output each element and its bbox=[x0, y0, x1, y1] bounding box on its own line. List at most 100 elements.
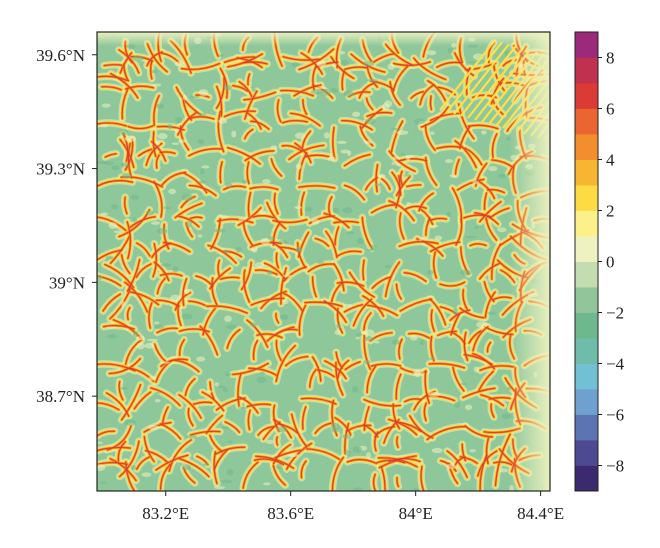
ridge-segment bbox=[129, 291, 160, 306]
field-speck bbox=[391, 162, 396, 165]
ridge-segment bbox=[300, 52, 323, 75]
field-speck bbox=[447, 47, 454, 54]
ridge-segment bbox=[97, 216, 127, 231]
field-speck bbox=[413, 370, 421, 378]
field-speck bbox=[113, 230, 122, 234]
ridge-segment bbox=[398, 158, 428, 162]
ridge-segment bbox=[256, 333, 283, 339]
ridge-segment bbox=[155, 359, 174, 383]
field-speck bbox=[268, 236, 275, 241]
ridge-segment bbox=[242, 221, 255, 248]
field-speck bbox=[294, 205, 302, 209]
ridge-segment bbox=[395, 373, 402, 400]
ridge-segment bbox=[281, 144, 303, 152]
ridge-segment bbox=[173, 359, 200, 373]
ridge-segment bbox=[217, 110, 225, 153]
field-speck bbox=[374, 341, 380, 344]
field-speck bbox=[97, 275, 103, 280]
ridge-segment bbox=[97, 461, 128, 466]
field-speck bbox=[357, 237, 364, 245]
field-speck bbox=[339, 50, 346, 55]
field-speck bbox=[256, 376, 267, 384]
colorbar-tick-label: −4 bbox=[606, 355, 625, 374]
field-speck bbox=[175, 116, 183, 124]
ridge-segment bbox=[372, 53, 395, 63]
field-speck bbox=[384, 100, 393, 108]
ridge-segment bbox=[363, 398, 401, 407]
field-speck bbox=[464, 404, 473, 411]
ridge-segment bbox=[280, 89, 314, 97]
ridge-segment bbox=[124, 196, 128, 215]
field-speck bbox=[391, 339, 400, 345]
ridge-segment bbox=[209, 434, 223, 453]
ridge-segment bbox=[383, 419, 400, 444]
ridge-segment bbox=[151, 242, 172, 259]
field-speck bbox=[224, 372, 232, 377]
field-speck bbox=[124, 419, 136, 426]
ridge-segment bbox=[300, 460, 307, 479]
field-speck bbox=[222, 250, 230, 254]
field-speck bbox=[266, 439, 274, 445]
field-speck bbox=[275, 463, 283, 469]
field-speck bbox=[206, 390, 214, 393]
field-speck bbox=[316, 60, 327, 67]
field-speck bbox=[130, 194, 140, 200]
ridge-segment bbox=[152, 243, 157, 278]
ridge-segment bbox=[104, 263, 135, 289]
ridge-segment bbox=[182, 278, 188, 306]
field-speck bbox=[363, 336, 376, 342]
ridge-segment bbox=[236, 57, 263, 69]
ridge-segment bbox=[252, 339, 259, 360]
ridge-segment bbox=[246, 112, 262, 130]
field-speck bbox=[184, 288, 190, 295]
field-speck bbox=[174, 128, 180, 133]
ridge-segment bbox=[429, 298, 447, 326]
ridge-segment bbox=[467, 124, 499, 130]
ridge-segment bbox=[465, 67, 471, 96]
field-speck bbox=[218, 385, 226, 389]
ridge-segment bbox=[463, 214, 492, 219]
field-speck bbox=[224, 315, 232, 322]
ridge-segment bbox=[216, 85, 223, 117]
colorbar-bin bbox=[575, 440, 598, 466]
ridge-segment bbox=[97, 402, 120, 411]
field-speck bbox=[213, 228, 226, 233]
ridge-segment bbox=[419, 84, 435, 106]
ridge-segment bbox=[381, 178, 391, 190]
ridge-segment bbox=[159, 463, 172, 490]
ridge-segment bbox=[389, 81, 401, 106]
ridge-segment bbox=[126, 221, 132, 260]
ridge-segment bbox=[97, 430, 116, 437]
field-speck bbox=[459, 269, 472, 276]
field-speck bbox=[286, 453, 299, 458]
ridge-segment bbox=[121, 89, 129, 120]
ridge-segment bbox=[156, 277, 166, 295]
ridge-segment bbox=[135, 263, 152, 278]
field-speck bbox=[347, 150, 352, 156]
field-speck bbox=[336, 140, 347, 144]
field-speck bbox=[171, 142, 180, 145]
ridge-segment bbox=[124, 281, 148, 313]
ridge-segment bbox=[219, 276, 240, 280]
field-speck bbox=[155, 139, 161, 146]
ridge-segment bbox=[361, 216, 373, 250]
colorbar-tick-label: −6 bbox=[606, 406, 624, 425]
colorbar: 8 6 4 2 0 −2 −4 −6 −8 bbox=[574, 31, 625, 492]
ridge-segment bbox=[398, 241, 439, 247]
field-speck bbox=[460, 382, 467, 386]
ridge-segment bbox=[490, 403, 495, 418]
field-speck bbox=[97, 441, 103, 445]
field-speck bbox=[169, 294, 182, 302]
top-edge-band bbox=[97, 32, 550, 46]
field-speck bbox=[340, 59, 349, 66]
field-speck bbox=[332, 207, 340, 214]
colorbar-bin bbox=[575, 159, 598, 186]
ridge-segment bbox=[362, 295, 384, 317]
ridge-segment bbox=[328, 196, 333, 217]
ridge-segment bbox=[97, 75, 128, 81]
ridge-segment bbox=[388, 200, 415, 222]
ridge-segment bbox=[219, 67, 228, 99]
colorbar-tick-label: 2 bbox=[606, 202, 615, 221]
ridge-segment bbox=[272, 219, 308, 224]
